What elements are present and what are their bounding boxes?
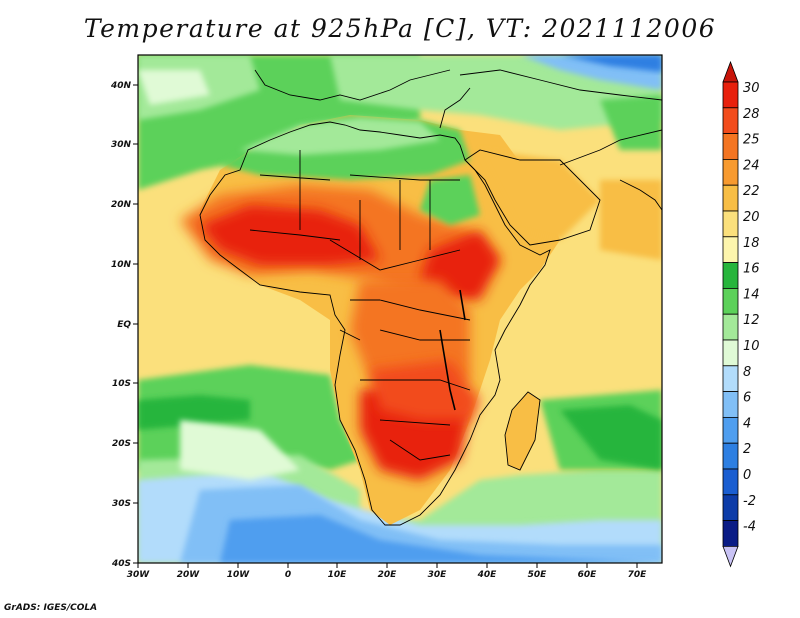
colorbar-swatch	[722, 442, 739, 470]
colorbar-swatch	[722, 210, 739, 238]
lon-label: 20E	[378, 570, 398, 580]
lat-label: 30S	[112, 499, 131, 509]
colorbar-label: 16	[743, 262, 760, 277]
colorbar-bottom-triangle	[722, 546, 739, 568]
colorbar-label: 0	[743, 468, 751, 483]
colorbar-label: 4	[743, 416, 751, 431]
lat-label: EQ	[117, 320, 131, 330]
colorbar-top-triangle	[722, 60, 739, 83]
lon-label: 0	[285, 570, 291, 580]
axis-ticks	[133, 84, 638, 568]
colorbar-swatch	[722, 158, 739, 186]
temperature-field	[138, 55, 662, 563]
colorbar-label: 24	[743, 158, 760, 173]
lat-label: 40S	[111, 559, 131, 569]
colorbar-swatch	[722, 262, 739, 289]
colorbar-swatch	[722, 133, 739, 160]
colorbar-label: 2	[743, 442, 751, 457]
lon-label: 10E	[328, 570, 348, 580]
lat-label: 40N	[110, 81, 132, 91]
colorbar-label: 14	[743, 287, 760, 302]
lat-labels: 40N 30N 20N 10N EQ 10S 20S 30S 40S	[110, 81, 132, 569]
lon-labels: 30W 20W 10W 0 10E 20E 30E 40E 50E 60E 70…	[127, 570, 647, 580]
lat-label: 10N	[111, 260, 132, 270]
lat-label: 20S	[112, 439, 131, 449]
colorbar-swatch	[722, 287, 739, 315]
colorbar-swatch	[722, 81, 739, 109]
colorbar-swatch	[722, 494, 739, 521]
lon-label: 50E	[528, 570, 548, 580]
lon-label: 60E	[578, 570, 598, 580]
coastlines	[199, 69, 662, 526]
colorbar-label: 10	[743, 339, 760, 354]
colorbar-label: 22	[743, 184, 760, 199]
colorbar-label: 6	[743, 391, 751, 406]
colorbar-swatch	[722, 107, 739, 135]
map-title: Temperature at 925hPa [C], VT: 202111200…	[83, 14, 717, 43]
colorbar-label: 20	[743, 210, 760, 225]
colorbar-swatch	[722, 236, 739, 264]
lon-label: 10W	[227, 570, 251, 580]
lat-label: 10S	[112, 379, 131, 389]
colorbar-swatch	[722, 391, 739, 418]
colorbar-swatch	[722, 468, 739, 496]
colorbar-label: 25	[743, 133, 760, 148]
lon-label: 30W	[127, 570, 151, 580]
colorbar-swatch	[722, 365, 739, 392]
colorbar-label: -2	[743, 494, 756, 509]
colorbar-label: 28	[743, 107, 760, 122]
colorbar-label: 30	[743, 81, 760, 96]
lon-label: 40E	[477, 570, 498, 580]
colorbar-label: 18	[743, 236, 760, 251]
colorbar-swatch	[722, 520, 739, 547]
lon-label: 30E	[428, 570, 448, 580]
lon-label: 70E	[628, 570, 648, 580]
colorbar-swatch	[722, 416, 739, 444]
colorbar-label: 8	[743, 365, 751, 380]
map-frame	[137, 54, 663, 564]
colorbar-label: 12	[743, 313, 760, 328]
lon-label: 20W	[177, 570, 201, 580]
lat-label: 20N	[111, 200, 132, 210]
colorbar-label: -4	[743, 520, 756, 535]
lat-label: 30N	[111, 140, 132, 150]
footer-credit: GrADS: IGES/COLA	[4, 603, 98, 613]
colorbar-swatch	[722, 313, 739, 341]
colorbar-swatch	[722, 339, 739, 367]
colorbar-swatch	[722, 184, 739, 212]
